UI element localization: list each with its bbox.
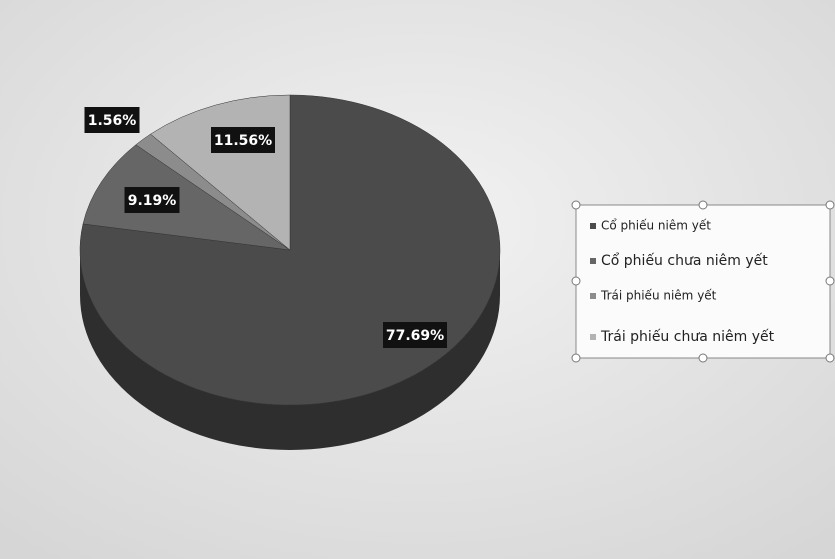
legend-box xyxy=(575,204,831,359)
legend-swatch xyxy=(590,258,596,264)
data-label: 1.56% xyxy=(88,113,137,129)
data-label-box xyxy=(124,187,180,213)
legend-label: Trái phiếu niêm yết xyxy=(600,289,717,303)
selection-handles xyxy=(571,200,835,363)
slices xyxy=(79,94,501,406)
handle xyxy=(825,276,835,286)
legend-label: Cổ phiếu chưa niêm yết xyxy=(601,252,768,269)
legend-swatch xyxy=(590,223,596,229)
data-labels: 77.69% 9.19% 1.56% 11.56% xyxy=(84,107,447,348)
legend-label: Cổ phiếu niêm yết xyxy=(601,219,711,233)
pie-side xyxy=(80,250,500,450)
data-label-box xyxy=(211,127,275,153)
data-label-box xyxy=(84,107,140,133)
handle xyxy=(825,200,835,210)
data-label: 11.56% xyxy=(214,133,272,149)
legend: Cổ phiếu niêm yết Cổ phiếu chưa niêm yết T… xyxy=(590,219,775,345)
legend-swatch xyxy=(590,293,596,299)
handle xyxy=(571,353,581,363)
data-label: 9.19% xyxy=(128,193,177,209)
handle xyxy=(571,276,581,286)
data-label: 77.69% xyxy=(386,328,444,344)
legend-label: Trái phiếu chưa niêm yết xyxy=(600,328,775,345)
handle xyxy=(698,200,708,210)
handle xyxy=(698,353,708,363)
legend-swatch xyxy=(590,334,596,340)
handle xyxy=(571,200,581,210)
slice xyxy=(82,144,291,251)
handle xyxy=(825,353,835,363)
data-label-box xyxy=(383,322,447,348)
